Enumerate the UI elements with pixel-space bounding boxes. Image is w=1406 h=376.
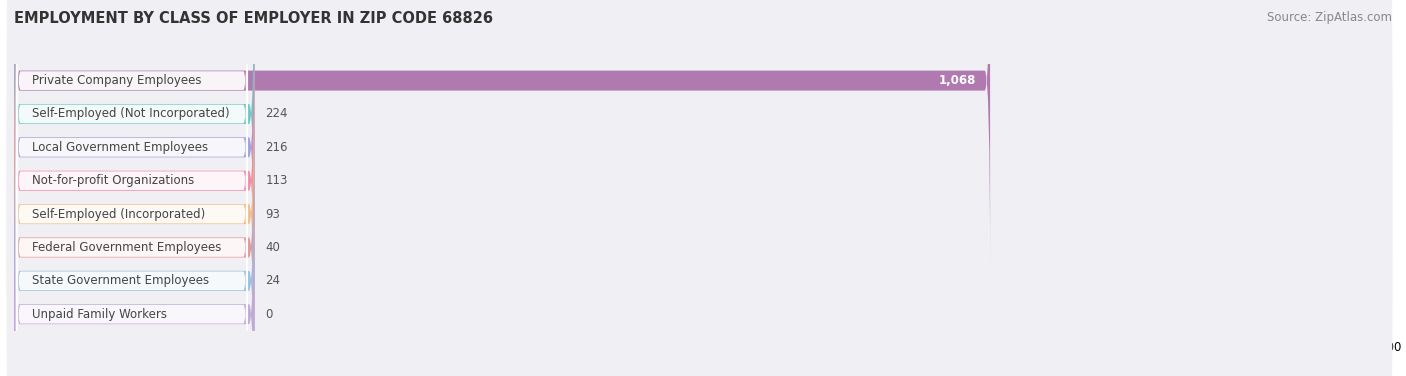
FancyBboxPatch shape (7, 0, 1392, 376)
Text: Not-for-profit Organizations: Not-for-profit Organizations (32, 174, 194, 187)
FancyBboxPatch shape (7, 0, 1392, 376)
Text: EMPLOYMENT BY CLASS OF EMPLOYER IN ZIP CODE 68826: EMPLOYMENT BY CLASS OF EMPLOYER IN ZIP C… (14, 11, 494, 26)
Text: Federal Government Employees: Federal Government Employees (32, 241, 222, 254)
FancyBboxPatch shape (14, 0, 990, 271)
Text: 40: 40 (266, 241, 280, 254)
FancyBboxPatch shape (14, 0, 254, 371)
Text: 113: 113 (266, 174, 288, 187)
FancyBboxPatch shape (15, 90, 247, 376)
Text: 224: 224 (266, 108, 288, 120)
FancyBboxPatch shape (14, 24, 254, 376)
FancyBboxPatch shape (15, 0, 247, 305)
FancyBboxPatch shape (15, 0, 247, 238)
FancyBboxPatch shape (14, 91, 254, 376)
FancyBboxPatch shape (7, 0, 1392, 376)
Text: State Government Employees: State Government Employees (32, 274, 209, 287)
FancyBboxPatch shape (7, 0, 1392, 376)
Text: 24: 24 (266, 274, 280, 287)
Text: Private Company Employees: Private Company Employees (32, 74, 202, 87)
FancyBboxPatch shape (15, 56, 247, 371)
FancyBboxPatch shape (14, 124, 254, 376)
FancyBboxPatch shape (15, 0, 247, 271)
FancyBboxPatch shape (7, 0, 1392, 376)
FancyBboxPatch shape (14, 57, 254, 376)
FancyBboxPatch shape (7, 0, 1392, 376)
FancyBboxPatch shape (7, 0, 1392, 361)
Text: 0: 0 (266, 308, 273, 321)
Text: Unpaid Family Workers: Unpaid Family Workers (32, 308, 167, 321)
FancyBboxPatch shape (15, 123, 247, 376)
FancyBboxPatch shape (7, 34, 1392, 376)
Text: 216: 216 (266, 141, 288, 154)
Text: Self-Employed (Incorporated): Self-Employed (Incorporated) (32, 208, 205, 221)
Text: 93: 93 (266, 208, 280, 221)
Text: Local Government Employees: Local Government Employees (32, 141, 208, 154)
Text: 1,068: 1,068 (939, 74, 976, 87)
Text: Source: ZipAtlas.com: Source: ZipAtlas.com (1267, 11, 1392, 24)
FancyBboxPatch shape (14, 0, 254, 304)
FancyBboxPatch shape (15, 23, 247, 338)
FancyBboxPatch shape (15, 157, 247, 376)
FancyBboxPatch shape (14, 0, 254, 338)
Text: Self-Employed (Not Incorporated): Self-Employed (Not Incorporated) (32, 108, 231, 120)
